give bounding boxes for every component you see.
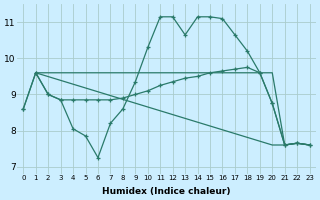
X-axis label: Humidex (Indice chaleur): Humidex (Indice chaleur): [102, 187, 231, 196]
